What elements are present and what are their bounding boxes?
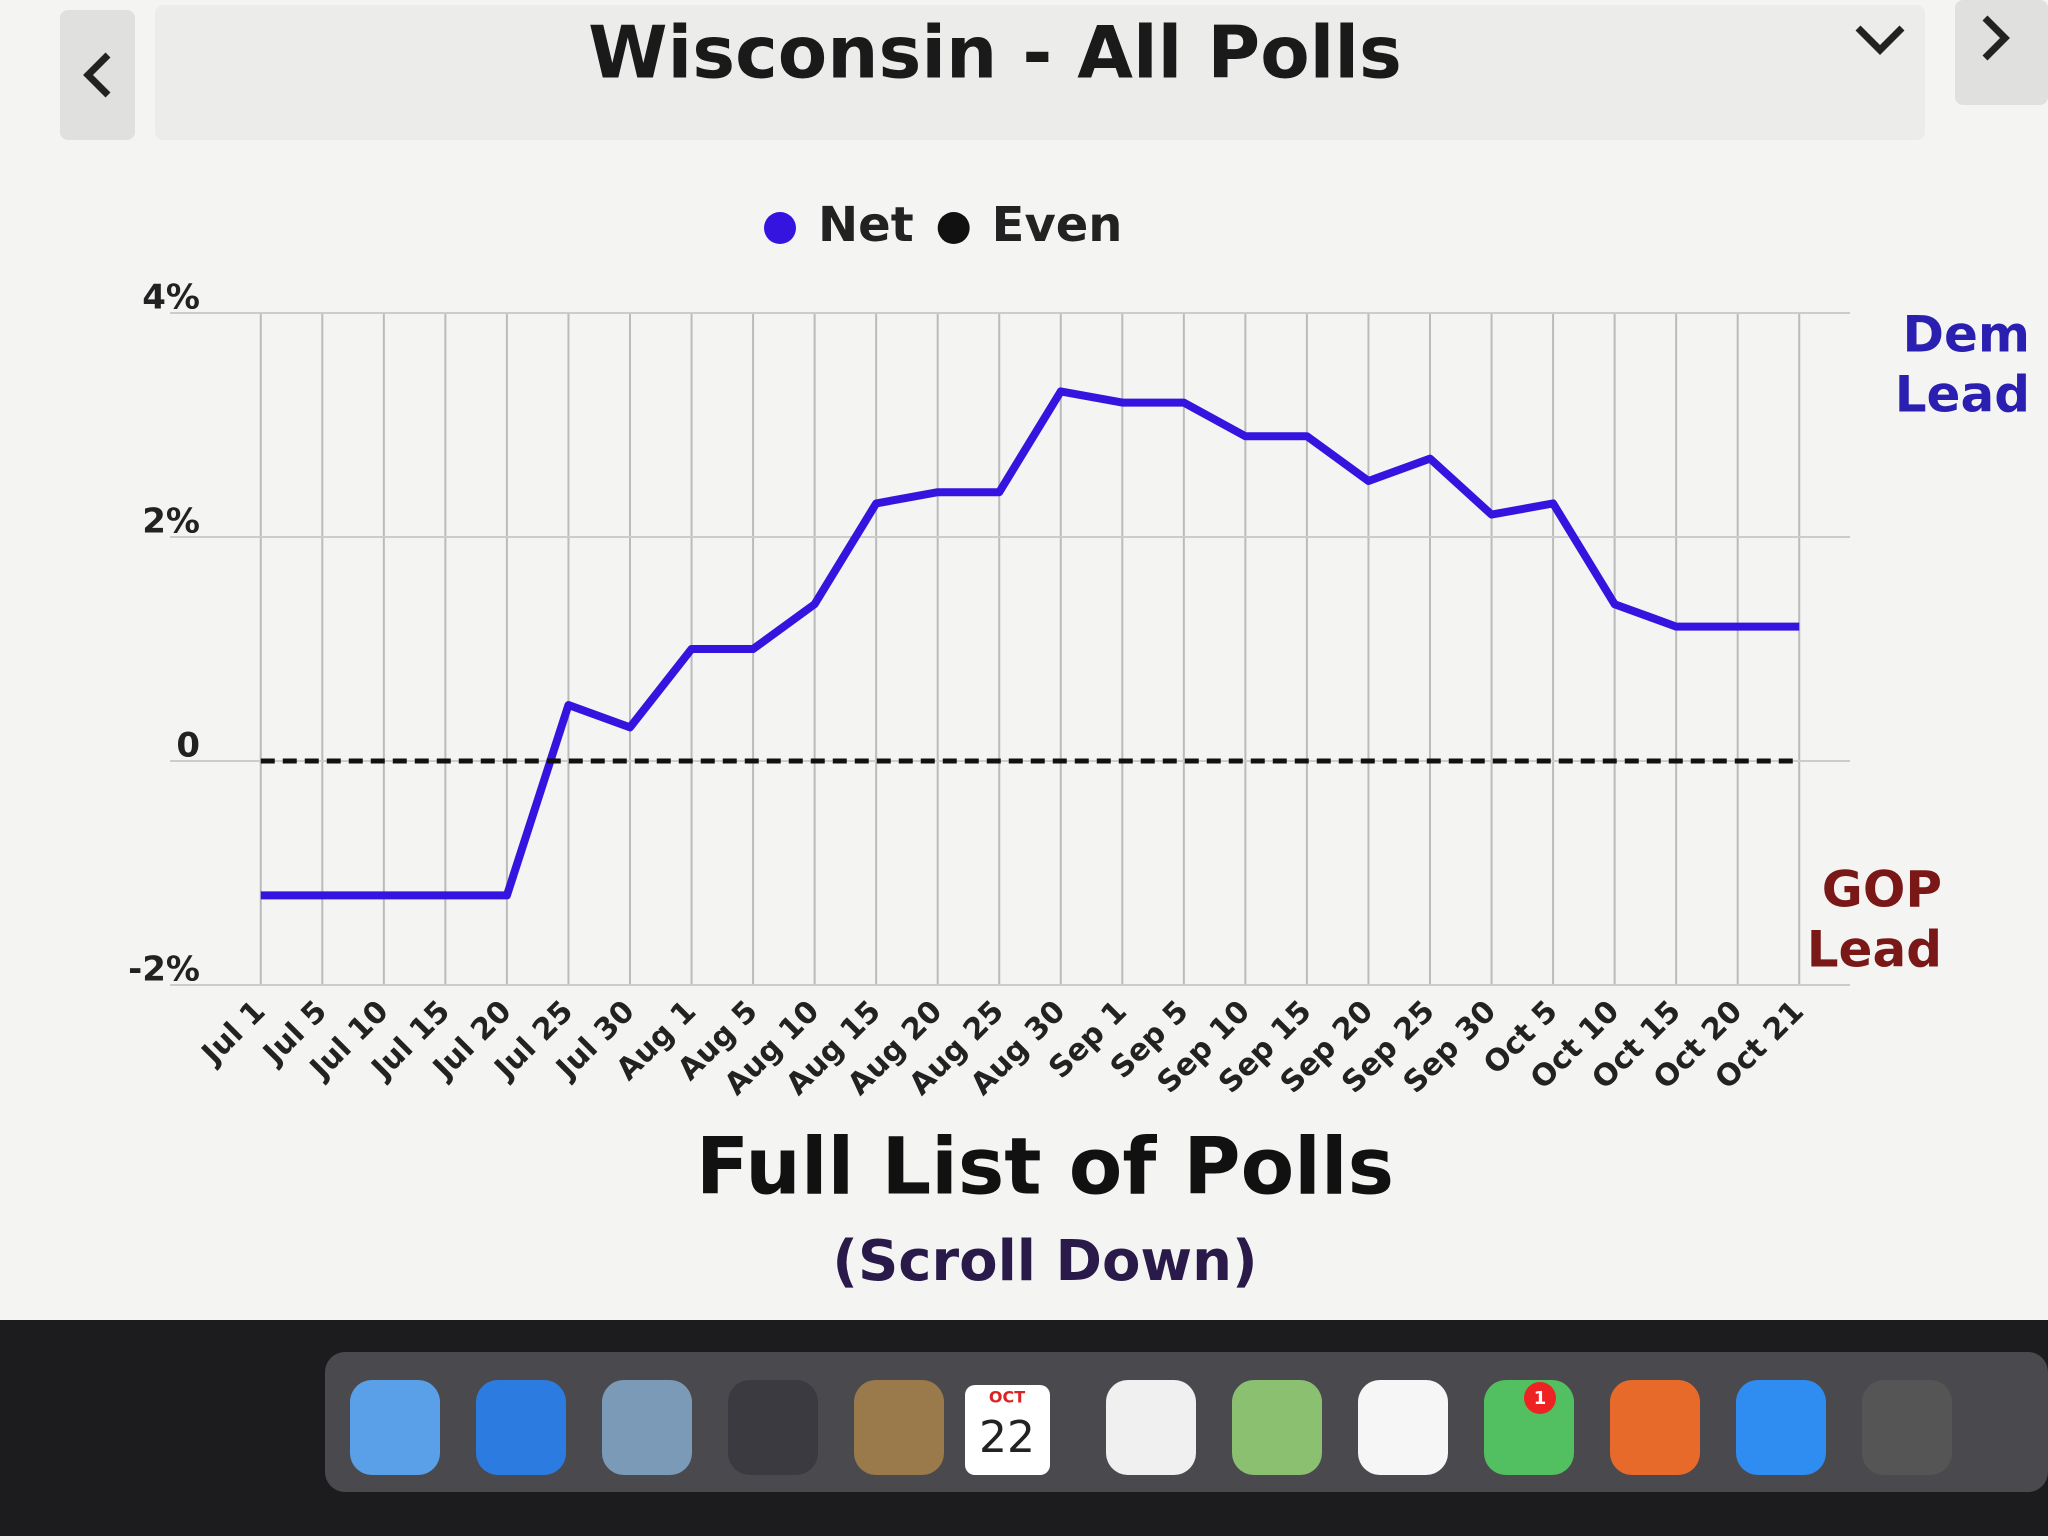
dock-icon[interactable] <box>1736 1380 1826 1475</box>
annotation: Lead <box>1807 921 1942 979</box>
y-tick-label: -2% <box>128 950 200 990</box>
notification-badge <box>1524 1382 1556 1414</box>
y-tick-label: 0 <box>176 726 200 766</box>
dock-icon[interactable] <box>1358 1380 1448 1475</box>
footer-subheading: (Scroll Down) <box>832 1229 1257 1294</box>
annotation: Dem <box>1902 306 2030 364</box>
dock-icon[interactable] <box>1610 1380 1700 1475</box>
legend-marker <box>937 212 970 244</box>
calendar-day: 22 <box>979 1412 1035 1463</box>
dock-icons <box>350 1380 1952 1475</box>
dock-icon[interactable] <box>476 1380 566 1475</box>
badge-count: 1 <box>1534 1388 1547 1409</box>
footer-heading: Full List of Polls <box>696 1122 1394 1212</box>
y-tick-label: 2% <box>142 502 200 542</box>
calendar-icon[interactable] <box>965 1385 1050 1475</box>
legend-label: Even <box>992 197 1123 253</box>
dock-icon[interactable] <box>854 1380 944 1475</box>
forward-chevron <box>1982 15 2010 61</box>
dock-icon[interactable] <box>350 1380 440 1475</box>
annotation: GOP <box>1822 861 1942 919</box>
annotation: Lead <box>1895 366 2030 424</box>
dock-icon[interactable] <box>1862 1380 1952 1475</box>
legend-label: Net <box>818 197 914 253</box>
y-tick-label: 4% <box>142 278 200 318</box>
dock-icon[interactable] <box>602 1380 692 1475</box>
legend-marker <box>764 212 796 244</box>
dropdown-button[interactable] <box>1855 25 1905 55</box>
net-line <box>260 387 1800 900</box>
back-button[interactable] <box>60 10 135 140</box>
header-bar <box>155 5 1925 140</box>
back-chevron <box>83 52 111 98</box>
forward-button[interactable] <box>1955 0 2048 105</box>
page-title: Wisconsin - All Polls <box>588 11 1402 95</box>
dock-icon[interactable] <box>728 1380 818 1475</box>
dock-icon[interactable] <box>1106 1380 1196 1475</box>
calendar-month: OCT <box>989 1388 1025 1407</box>
dock-icon[interactable] <box>1232 1380 1322 1475</box>
page-background <box>0 0 2048 1320</box>
